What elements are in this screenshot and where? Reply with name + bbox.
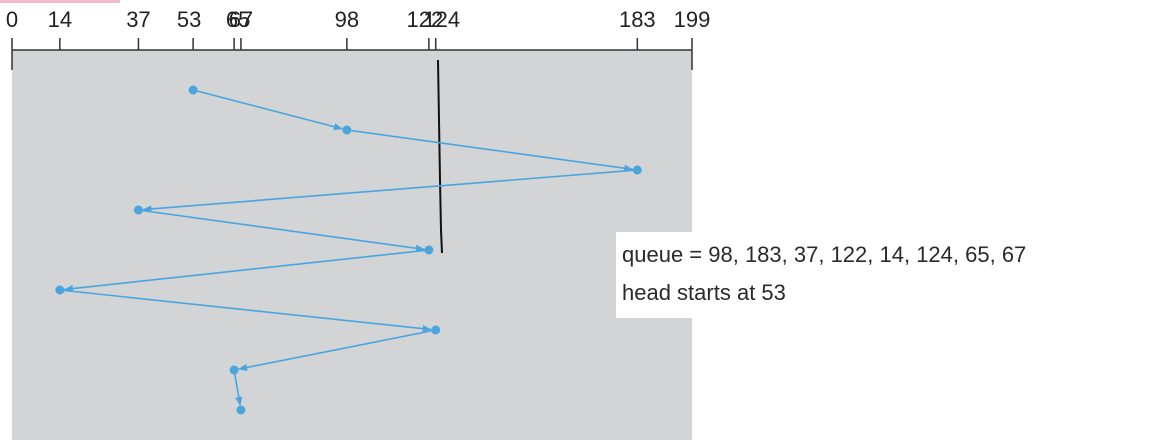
- head-movement-path: [59, 89, 638, 406]
- request-points: [55, 85, 642, 415]
- path-segment-3: [142, 169, 638, 213]
- path-segment-6: [59, 289, 432, 333]
- tick-label-14: 14: [48, 7, 72, 32]
- tick-label-183: 183: [619, 7, 656, 32]
- queue-text: queue = 98, 183, 37, 122, 14, 124, 65, 6…: [622, 242, 1027, 267]
- top-accent-bar: [0, 0, 120, 3]
- request-point-37: [133, 205, 143, 215]
- path-segment-8: [233, 369, 243, 406]
- request-point-67: [236, 405, 246, 415]
- tick-label-124: 124: [423, 7, 460, 32]
- path-segment-4: [138, 209, 425, 252]
- request-point-124: [431, 325, 441, 335]
- path-segment-2: [346, 129, 634, 172]
- diagram-panel: [12, 50, 692, 440]
- request-point-65: [229, 365, 239, 375]
- tick-label-67: 67: [229, 7, 253, 32]
- tick-label-98: 98: [335, 7, 359, 32]
- request-point-183: [632, 165, 642, 175]
- tick-label-53: 53: [177, 7, 201, 32]
- head-start-text: head starts at 53: [622, 280, 786, 305]
- path-segment-5: [63, 249, 429, 293]
- tick-label-122: 122: [407, 7, 444, 32]
- request-point-14: [55, 285, 65, 295]
- axis-ticks: [11, 38, 693, 70]
- request-point-122: [424, 245, 434, 255]
- path-segment-1: [192, 89, 343, 131]
- queue-caption: queue = 98, 183, 37, 122, 14, 124, 65, 6…: [616, 232, 1033, 318]
- marker-line: [437, 59, 443, 254]
- path-segment-7: [238, 329, 436, 371]
- request-point-98: [342, 125, 352, 135]
- tick-label-0: 0: [6, 7, 18, 32]
- request-point-53: [188, 85, 198, 95]
- tick-label-37: 37: [126, 7, 150, 32]
- tick-label-65: 65: [226, 7, 250, 32]
- tick-label-199: 199: [674, 7, 711, 32]
